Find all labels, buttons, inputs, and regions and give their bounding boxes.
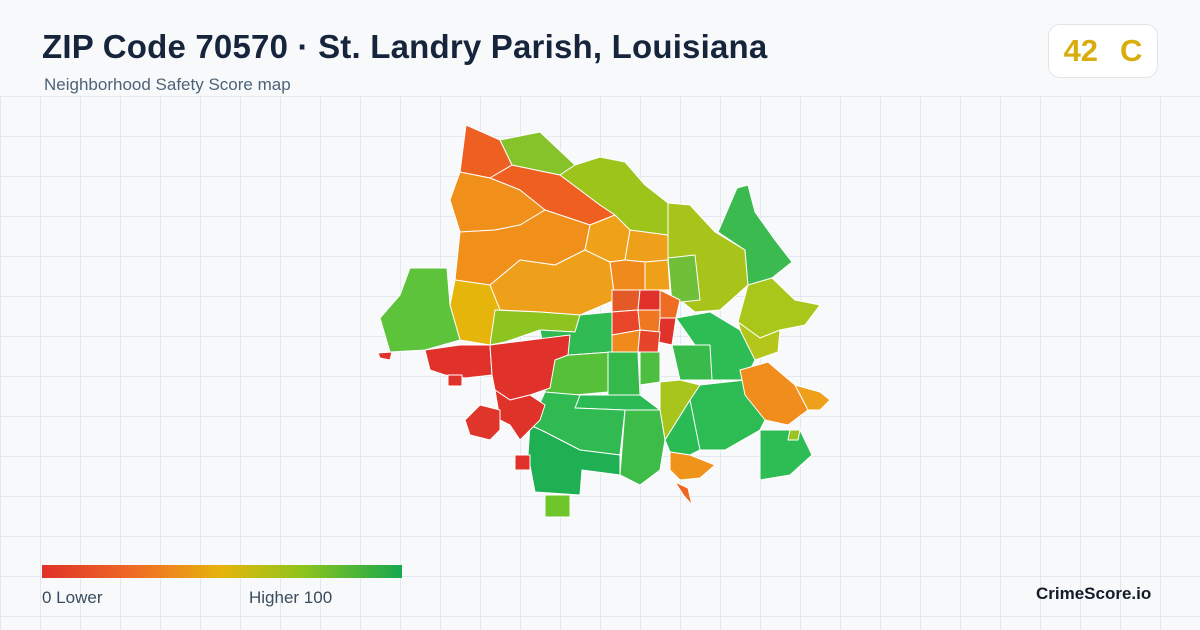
safety-score-badge: 42 C [1048,24,1158,78]
map-region[interactable] [447,374,463,387]
map-region[interactable] [644,259,671,291]
map-region[interactable] [667,254,701,304]
map-region[interactable] [717,184,793,286]
legend-high-label: Higher 100 [249,588,333,607]
header [0,0,1200,97]
map-region[interactable] [637,329,661,353]
map-region[interactable] [657,317,677,346]
score-grade: C [1120,33,1143,68]
map-region[interactable] [739,361,809,426]
map-region[interactable] [464,404,501,441]
page-title: ZIP Code 70570 · St. Landry Parish, Loui… [42,28,768,65]
map-region[interactable] [527,424,621,496]
map-region[interactable] [494,389,546,441]
map-region[interactable] [379,267,461,353]
score-value: 42 [1063,33,1099,68]
map-region[interactable] [607,351,641,396]
map-region[interactable] [737,277,821,339]
map-region[interactable] [544,494,571,518]
legend-color-scale [42,565,402,578]
map-region[interactable] [671,344,713,381]
brand-logo-text: CrimeScore.io [1036,584,1152,603]
map-region[interactable] [787,429,801,441]
map-region[interactable] [637,289,661,311]
map-region[interactable] [489,334,571,401]
map-region[interactable] [759,429,813,481]
legend-low-label: 0 Lower [42,588,103,607]
map-region[interactable] [674,481,693,506]
map-region[interactable] [639,351,661,386]
map-region[interactable] [377,351,393,361]
map-region[interactable] [669,451,716,481]
map-region[interactable] [637,309,661,333]
map-region[interactable] [574,394,661,411]
map-region[interactable] [514,454,531,471]
map-region[interactable] [611,289,641,313]
map-region[interactable] [424,344,493,379]
map-region[interactable] [624,229,669,263]
map-region[interactable] [794,384,831,411]
page-subtitle: Neighborhood Safety Score map [44,75,291,94]
map-region[interactable] [619,409,666,486]
